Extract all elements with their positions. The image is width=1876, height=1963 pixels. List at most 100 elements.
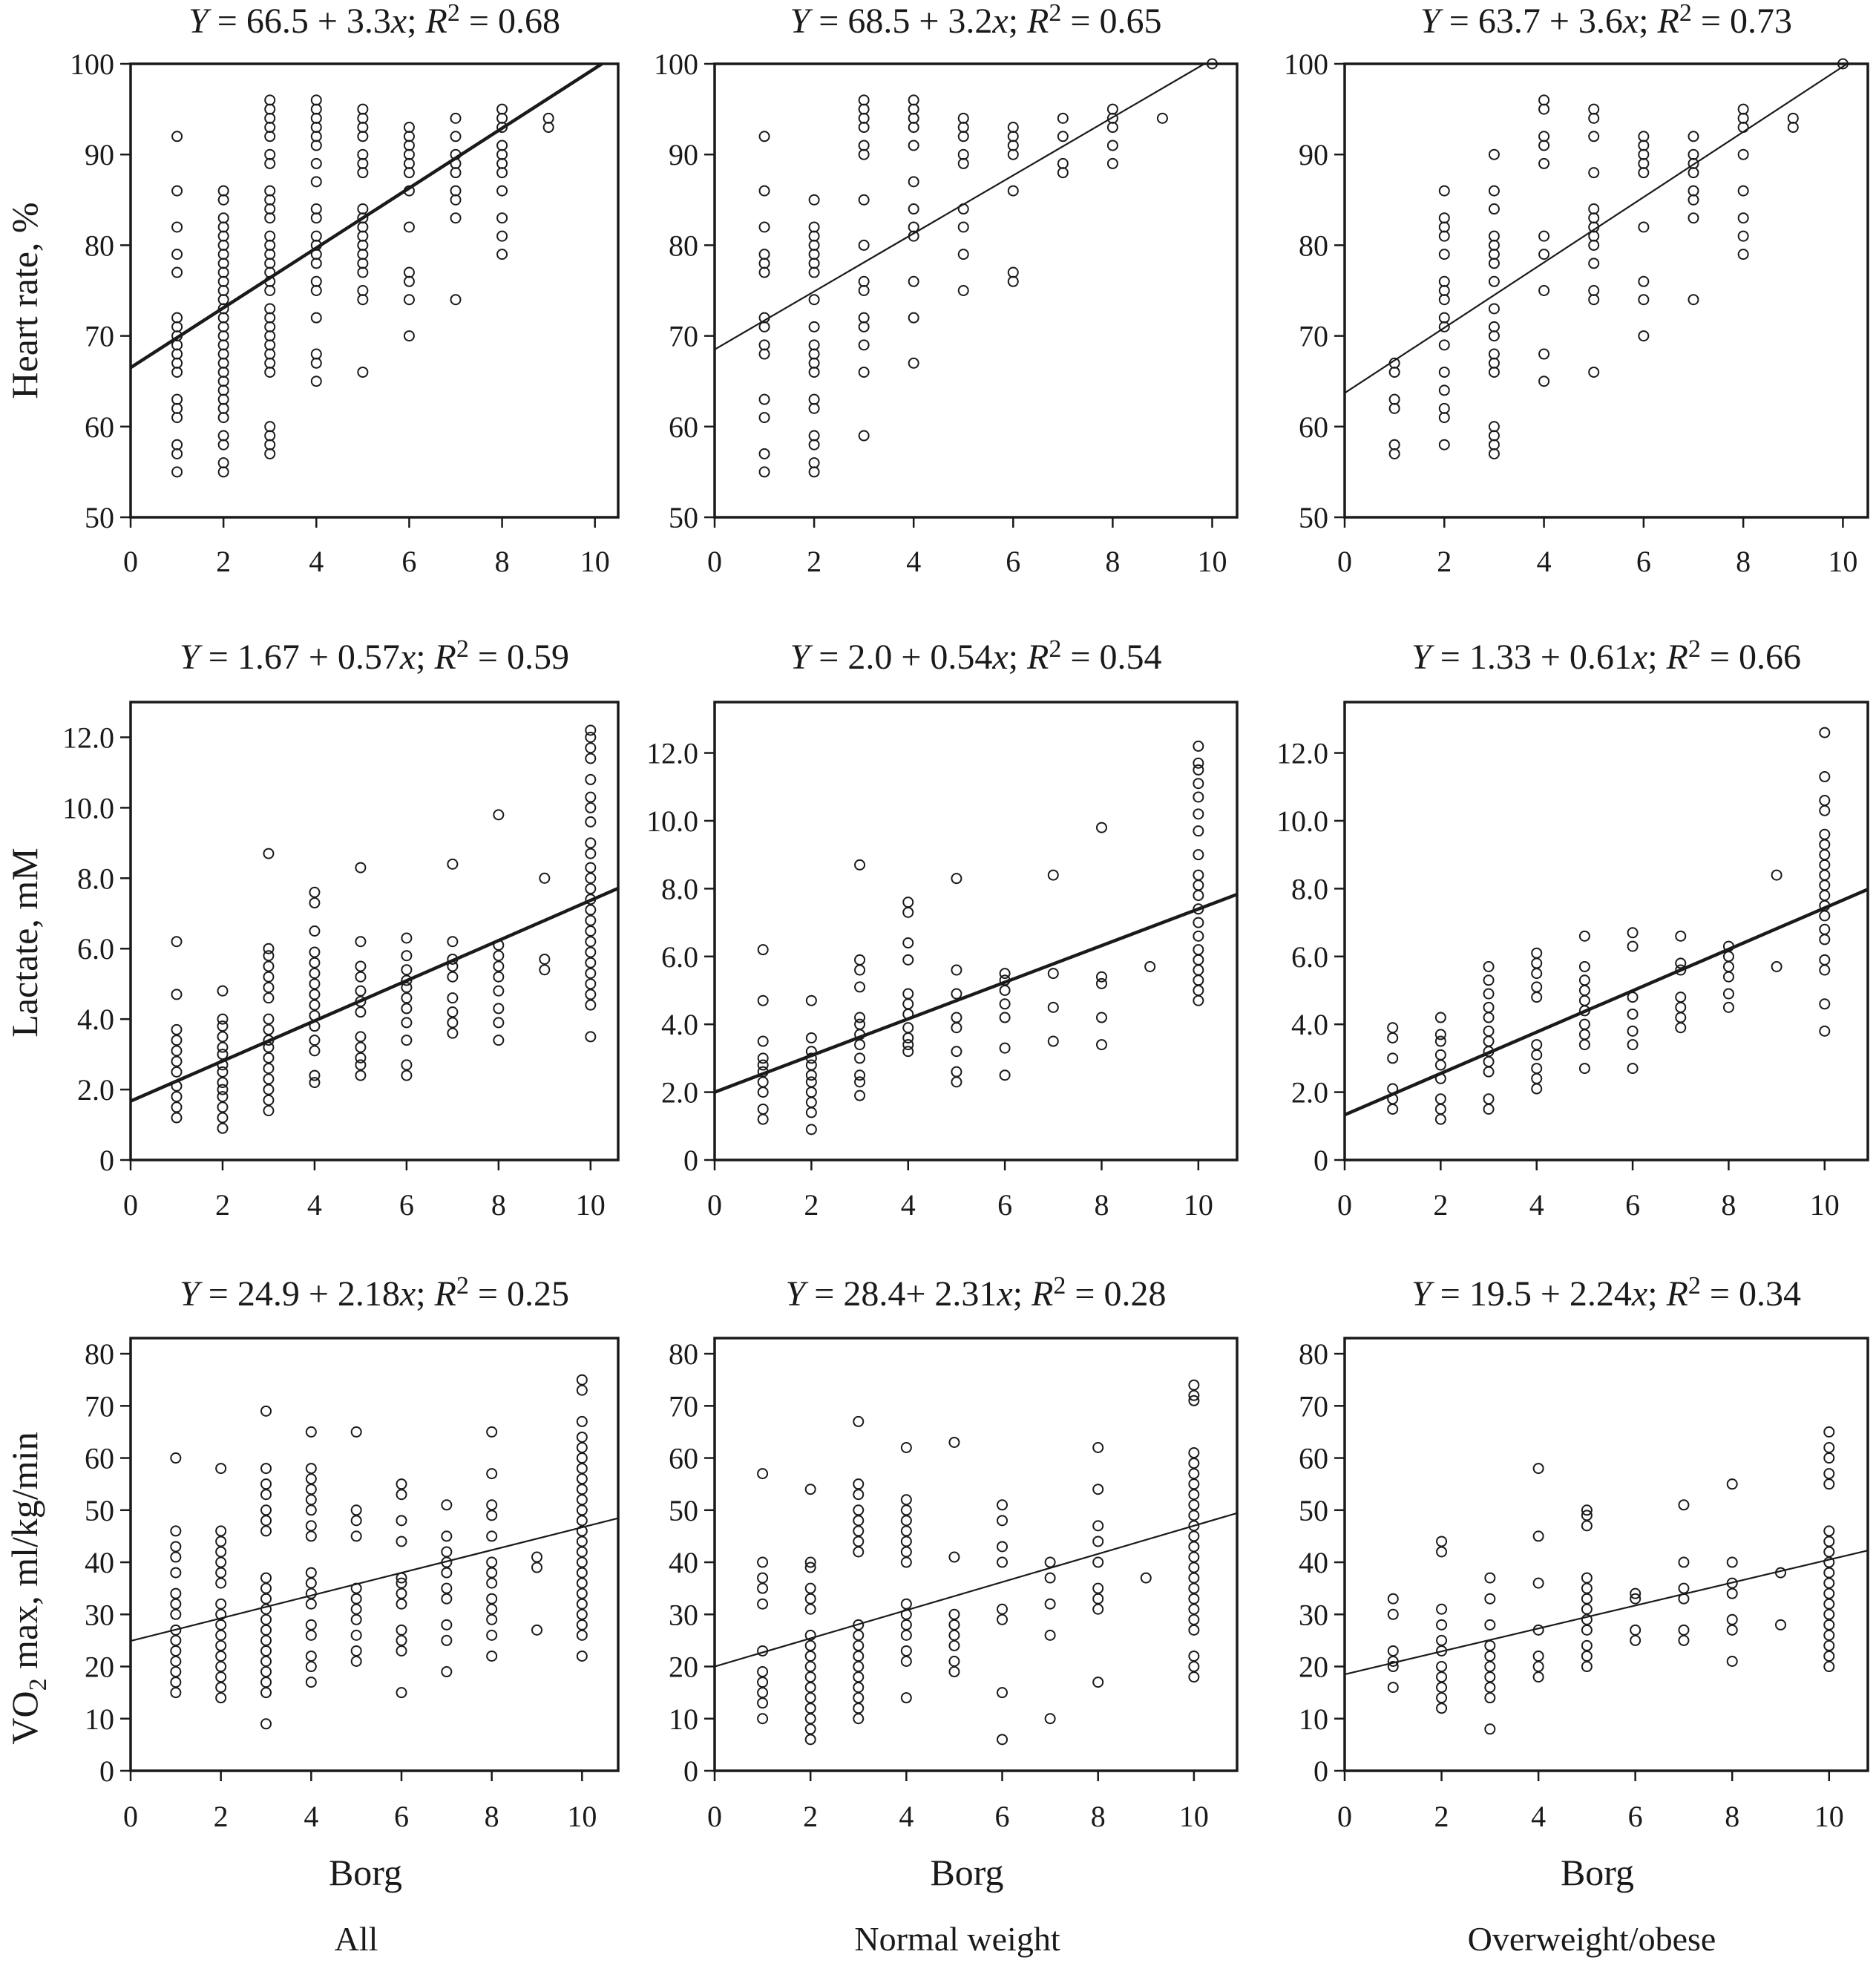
data-point bbox=[215, 1546, 227, 1558]
x-tick-label: 0 bbox=[707, 1800, 722, 1833]
data-point bbox=[1578, 1018, 1590, 1030]
title-part-sep: ; bbox=[407, 1, 425, 41]
data-point bbox=[217, 212, 229, 224]
data-point bbox=[757, 1059, 769, 1071]
data-point bbox=[1581, 1650, 1593, 1662]
data-point bbox=[350, 1629, 362, 1641]
data-point bbox=[496, 167, 508, 179]
y-tick-label: 100 bbox=[654, 47, 698, 81]
data-point bbox=[1488, 148, 1500, 160]
data-point bbox=[305, 1677, 317, 1688]
x-axis-label: Borg bbox=[1561, 1852, 1634, 1893]
data-point bbox=[1434, 1093, 1446, 1105]
data-point bbox=[585, 724, 597, 736]
title-part-r: R bbox=[425, 1, 447, 41]
data-point bbox=[309, 925, 321, 937]
data-point bbox=[1726, 1556, 1738, 1568]
title-part-y: Y bbox=[1420, 1, 1443, 41]
data-point bbox=[355, 1031, 367, 1043]
data-point bbox=[310, 131, 322, 142]
data-point bbox=[1837, 58, 1849, 70]
y-tick-label: 12.0 bbox=[62, 721, 114, 754]
regression-line bbox=[714, 892, 1238, 1094]
data-point bbox=[804, 1629, 816, 1641]
data-point bbox=[217, 249, 229, 260]
data-point bbox=[1438, 439, 1450, 450]
data-point bbox=[264, 157, 276, 169]
data-point bbox=[948, 1436, 960, 1448]
data-point bbox=[999, 1069, 1011, 1081]
data-point bbox=[1388, 448, 1400, 459]
title-part-rest: = 0.54 bbox=[1061, 638, 1161, 677]
data-point bbox=[902, 998, 914, 1010]
data-point bbox=[357, 221, 369, 233]
data-point bbox=[1436, 1671, 1448, 1683]
title-part-y: Y bbox=[790, 638, 813, 677]
data-point bbox=[1106, 122, 1118, 134]
data-point bbox=[585, 957, 597, 969]
data-point bbox=[999, 1042, 1011, 1054]
x-tick-label: 10 bbox=[1184, 1188, 1213, 1222]
x-tick-label: 0 bbox=[1337, 1800, 1352, 1833]
data-point bbox=[1578, 960, 1590, 972]
x-tick-label: 4 bbox=[304, 1800, 318, 1833]
data-point bbox=[1484, 1671, 1496, 1683]
data-point bbox=[853, 1682, 865, 1694]
data-point bbox=[1484, 1572, 1496, 1584]
data-point bbox=[900, 1629, 912, 1641]
data-point bbox=[1678, 1556, 1690, 1568]
y-tick-label: 90 bbox=[669, 138, 698, 171]
data-point bbox=[260, 1613, 272, 1625]
data-point bbox=[1188, 1603, 1200, 1615]
data-point bbox=[804, 1703, 816, 1714]
data-point bbox=[217, 985, 229, 997]
data-point bbox=[355, 960, 367, 972]
data-point bbox=[171, 936, 183, 948]
data-point bbox=[900, 1515, 912, 1527]
y-tick-label: 10 bbox=[669, 1703, 698, 1736]
data-point bbox=[1188, 1389, 1200, 1401]
data-point bbox=[264, 249, 276, 260]
data-point bbox=[858, 366, 870, 378]
data-point bbox=[1588, 294, 1600, 306]
data-point bbox=[1726, 1613, 1738, 1625]
data-point bbox=[757, 994, 769, 1006]
data-point bbox=[1578, 1063, 1590, 1075]
data-point bbox=[1581, 1661, 1593, 1673]
title-part-sup: 2 bbox=[456, 635, 469, 663]
x-tick-label: 2 bbox=[1434, 1800, 1449, 1833]
data-point bbox=[997, 1603, 1008, 1615]
data-point bbox=[1007, 122, 1019, 134]
data-point bbox=[1193, 944, 1204, 956]
data-point bbox=[808, 230, 820, 242]
data-point bbox=[305, 1463, 317, 1475]
data-point bbox=[310, 230, 322, 242]
data-point bbox=[447, 992, 459, 1004]
data-point bbox=[1436, 1536, 1448, 1547]
data-point bbox=[171, 312, 183, 324]
data-point bbox=[957, 148, 969, 160]
data-point bbox=[215, 1692, 227, 1704]
data-point bbox=[350, 1515, 362, 1527]
data-point bbox=[1092, 1582, 1104, 1594]
data-point bbox=[1531, 1049, 1543, 1061]
data-point bbox=[1488, 321, 1500, 332]
data-point bbox=[999, 984, 1011, 996]
data-point bbox=[1188, 1541, 1200, 1553]
y-tick-label: 40 bbox=[669, 1546, 698, 1579]
y-tick-label: 10.0 bbox=[62, 791, 114, 825]
data-point bbox=[1538, 376, 1550, 387]
data-point bbox=[1436, 1634, 1448, 1646]
y-tick-label: 80 bbox=[1299, 1337, 1328, 1371]
data-point bbox=[260, 1515, 272, 1527]
data-point bbox=[260, 1655, 272, 1667]
data-point bbox=[758, 466, 770, 478]
title-part-eq: = 63.7 + 3.6 bbox=[1440, 1, 1623, 41]
data-point bbox=[1007, 275, 1019, 287]
data-point bbox=[1095, 1039, 1107, 1051]
data-point bbox=[357, 131, 369, 142]
x-tick-label: 4 bbox=[906, 545, 921, 578]
data-point bbox=[1531, 1083, 1543, 1095]
data-point bbox=[170, 1525, 182, 1537]
data-point bbox=[1188, 1447, 1200, 1459]
